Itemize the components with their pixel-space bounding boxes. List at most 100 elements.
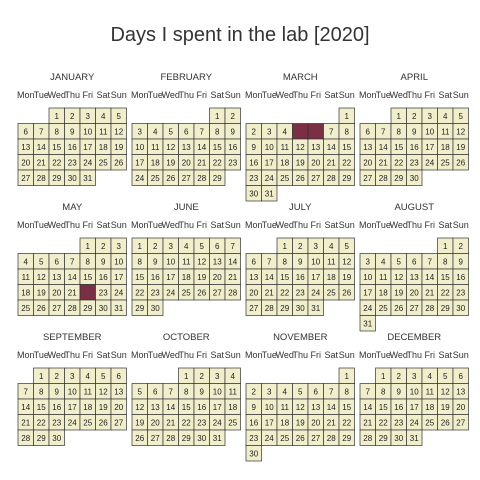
day-number: 31	[265, 189, 274, 198]
month-label: SEPTEMBER	[43, 332, 102, 343]
day-number: 14	[228, 257, 237, 266]
day-number: 21	[379, 158, 388, 167]
weekday-label: Sat	[210, 90, 224, 100]
day-number: 8	[138, 257, 143, 266]
day-number: 2	[70, 112, 75, 121]
day-number: 1	[283, 242, 288, 251]
day-number: 5	[397, 257, 402, 266]
weekday-label: Wed	[390, 220, 408, 230]
month-label: AUGUST	[394, 202, 434, 213]
day-number: 17	[363, 288, 372, 297]
day-number: 20	[151, 418, 160, 427]
day-number: 7	[231, 242, 236, 251]
day-number: 26	[456, 158, 465, 167]
day-number: 20	[182, 158, 191, 167]
day-number: 7	[329, 127, 334, 136]
day-number: 8	[283, 257, 288, 266]
day-number: 12	[296, 403, 305, 412]
day-number: 17	[166, 273, 175, 282]
weekday-label: Mon	[359, 220, 377, 230]
day-number: 23	[99, 288, 108, 297]
weekday-label: Thu	[64, 220, 80, 230]
weekday-label: Mon	[245, 220, 263, 230]
day-number: 21	[197, 158, 206, 167]
day-number: 4	[381, 257, 386, 266]
day-number: 19	[114, 143, 123, 152]
day-number: 6	[252, 257, 257, 266]
weekday-label: Wed	[162, 90, 180, 100]
day-number: 1	[184, 372, 189, 381]
day-number: 6	[184, 127, 189, 136]
month-label: JULY	[289, 202, 312, 213]
day-number: 27	[410, 304, 419, 313]
day-number: 13	[151, 403, 160, 412]
weekday-label: Tue	[376, 220, 391, 230]
day-number: 16	[410, 143, 419, 152]
day-number: 28	[21, 434, 30, 443]
month-label: JUNE	[174, 202, 199, 213]
day-number: 3	[412, 372, 417, 381]
day-number: 9	[55, 387, 60, 396]
day-number: 11	[151, 143, 160, 152]
day-number: 7	[366, 387, 371, 396]
day-number: 22	[394, 158, 403, 167]
day-number: 11	[281, 403, 290, 412]
day-number: 25	[280, 434, 289, 443]
day-number: 3	[215, 372, 220, 381]
day-number: 20	[410, 288, 419, 297]
day-number: 11	[229, 387, 238, 396]
day-number: 14	[166, 403, 175, 412]
day-number: 8	[397, 127, 402, 136]
day-cell	[79, 169, 96, 186]
day-number: 5	[101, 372, 106, 381]
day-number: 30	[197, 434, 206, 443]
weekday-label: Tue	[376, 90, 391, 100]
day-number: 17	[265, 418, 274, 427]
weekday-label: Tue	[34, 220, 49, 230]
day-number: 23	[296, 288, 305, 297]
day-number: 29	[52, 174, 61, 183]
chart-title: Days I spent in the lab [2020]	[110, 24, 370, 46]
day-number: 7	[267, 257, 272, 266]
day-number: 12	[197, 257, 206, 266]
day-number: 9	[252, 403, 257, 412]
day-number: 28	[265, 304, 274, 313]
day-number: 4	[86, 372, 91, 381]
day-number: 17	[83, 143, 92, 152]
day-number: 20	[213, 273, 222, 282]
day-number: 8	[215, 127, 220, 136]
day-number: 2	[252, 387, 257, 396]
day-number: 17	[213, 403, 222, 412]
month-label: DECEMBER	[387, 332, 441, 343]
day-number: 12	[114, 127, 123, 136]
day-cell	[224, 414, 241, 431]
day-number: 14	[327, 143, 336, 152]
weekday-label: Thu	[64, 350, 80, 360]
weekday-label: Tue	[262, 220, 277, 230]
day-number: 11	[182, 257, 191, 266]
day-number: 22	[342, 158, 351, 167]
weekday-label: Sun	[339, 90, 355, 100]
day-number: 26	[197, 288, 206, 297]
weekday-label: Sun	[453, 220, 469, 230]
day-number: 20	[311, 418, 320, 427]
weekday-label: Sat	[210, 350, 224, 360]
day-number: 21	[68, 288, 77, 297]
day-cell	[338, 284, 355, 301]
day-cell	[224, 284, 241, 301]
day-number: 18	[228, 403, 237, 412]
day-number: 30	[99, 304, 108, 313]
day-number: 26	[114, 158, 123, 167]
day-number: 11	[426, 387, 435, 396]
day-number: 14	[21, 403, 30, 412]
day-number: 26	[135, 434, 144, 443]
day-number: 28	[37, 174, 46, 183]
day-number: 11	[441, 127, 450, 136]
day-number: 1	[345, 372, 350, 381]
day-number: 16	[68, 143, 77, 152]
day-number: 2	[459, 242, 464, 251]
day-number: 18	[280, 418, 289, 427]
